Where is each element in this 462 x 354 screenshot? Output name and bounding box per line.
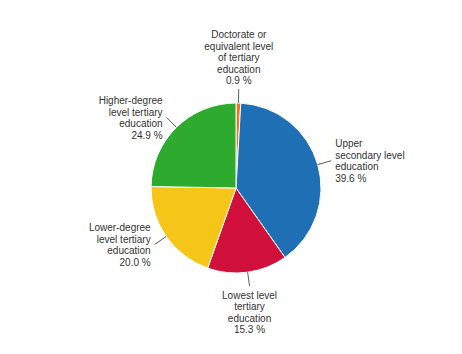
svg-text:Uppersecondary leveleducation3: Uppersecondary leveleducation39.6 % <box>335 138 404 184</box>
svg-text:Lowest leveltertiaryeducation1: Lowest leveltertiaryeducation15.3 % <box>222 289 277 335</box>
svg-text:Higher-degreelevel tertiaryedu: Higher-degreelevel tertiaryeducation24.9… <box>99 95 163 141</box>
svg-text:Lower-degreelevel tertiaryeduc: Lower-degreelevel tertiaryeducation20.0 … <box>89 222 151 268</box>
svg-text:Doctorate orequivalent levelof: Doctorate orequivalent levelof tertiarye… <box>204 29 273 86</box>
